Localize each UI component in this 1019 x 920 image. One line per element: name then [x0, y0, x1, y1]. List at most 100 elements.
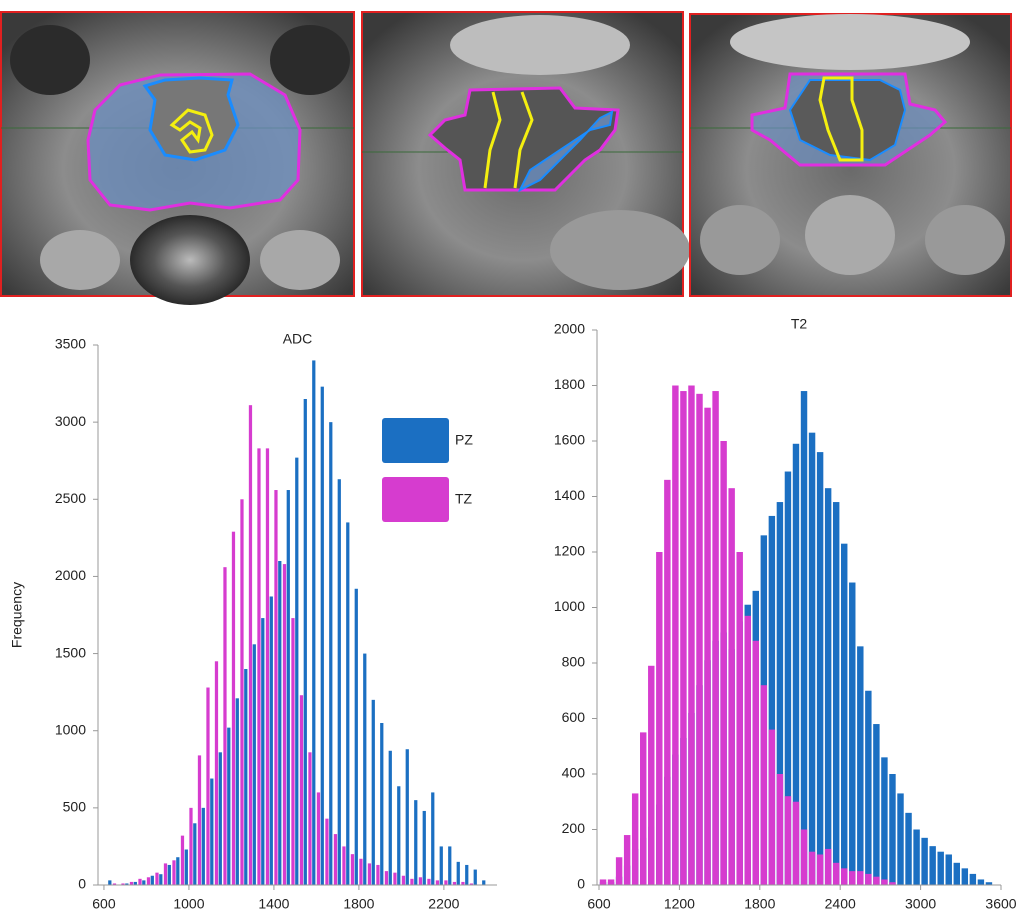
- bar: [728, 488, 734, 885]
- y-tick-label: 1000: [554, 598, 585, 614]
- bar: [769, 730, 775, 885]
- bar: [921, 838, 927, 885]
- mri-sagittal: [362, 12, 690, 296]
- y-tick-label: 400: [562, 765, 586, 781]
- legend-swatch: [382, 477, 449, 522]
- y-tick-label: 600: [562, 709, 586, 725]
- bar: [147, 877, 150, 885]
- bar: [825, 849, 831, 885]
- bar: [300, 695, 303, 885]
- bar: [189, 808, 192, 885]
- bar: [482, 880, 485, 885]
- x-tick-label: 600: [92, 896, 116, 912]
- bar: [889, 774, 895, 885]
- x-tick-label: 1200: [664, 896, 695, 912]
- bar: [380, 723, 383, 885]
- y-tick-label: 2000: [55, 567, 86, 583]
- bar: [249, 405, 252, 885]
- y-tick-label: 1400: [554, 487, 585, 503]
- bar: [359, 859, 362, 885]
- x-tick-label: 3000: [905, 896, 936, 912]
- bar: [334, 834, 337, 885]
- bar: [720, 441, 726, 885]
- bar: [151, 876, 154, 885]
- bar: [419, 877, 422, 885]
- bar: [817, 452, 823, 885]
- bar: [809, 433, 815, 885]
- chart-title: ADC: [283, 331, 313, 347]
- bar: [385, 871, 388, 885]
- bar: [777, 774, 783, 885]
- bar: [745, 616, 751, 885]
- bar: [206, 688, 209, 885]
- bar: [704, 408, 710, 885]
- bar: [253, 644, 256, 885]
- bar: [448, 846, 451, 885]
- bar: [656, 552, 662, 885]
- bar: [283, 564, 286, 885]
- bar: [397, 786, 400, 885]
- bar: [761, 685, 767, 885]
- bar: [954, 863, 960, 885]
- bar: [389, 751, 392, 885]
- bar: [329, 422, 332, 885]
- y-tick-label: 500: [63, 799, 87, 815]
- bar: [937, 852, 943, 885]
- bar: [825, 488, 831, 885]
- y-tick-label: 2000: [554, 321, 585, 337]
- chart: T202004006008001000120014001600180020006…: [554, 316, 1017, 912]
- bar: [608, 879, 614, 885]
- y-tick-label: 1500: [55, 644, 86, 660]
- bar: [817, 854, 823, 885]
- y-tick-label: 0: [78, 876, 86, 892]
- bar: [809, 852, 815, 885]
- bar: [841, 868, 847, 885]
- legend-label: PZ: [455, 432, 473, 448]
- bar: [423, 811, 426, 885]
- bar: [946, 854, 952, 885]
- bar: [857, 646, 863, 885]
- x-tick-label: 1000: [173, 896, 204, 912]
- bar: [753, 641, 759, 885]
- bar: [368, 863, 371, 885]
- bar: [393, 873, 396, 885]
- bar: [648, 666, 654, 885]
- bar: [155, 873, 158, 885]
- bar: [193, 823, 196, 885]
- bar: [978, 879, 984, 885]
- bar: [970, 874, 976, 885]
- bar: [261, 618, 264, 885]
- bar: [236, 698, 239, 885]
- bar: [295, 458, 298, 885]
- bar: [444, 880, 447, 885]
- bar: [632, 793, 638, 885]
- bar: [304, 399, 307, 885]
- x-tick-label: 2200: [428, 896, 459, 912]
- bar: [793, 802, 799, 885]
- bar: [431, 792, 434, 885]
- bar: [913, 830, 919, 886]
- bar: [317, 792, 320, 885]
- bar: [801, 391, 807, 885]
- bar: [873, 724, 879, 885]
- chart: ADCFrequency0500100015002000250030003500…: [9, 331, 497, 912]
- mri-axial: [1, 12, 354, 305]
- bar: [223, 567, 226, 885]
- y-tick-label: 3500: [55, 336, 86, 352]
- bar: [640, 732, 646, 885]
- bar: [176, 857, 179, 885]
- bar: [929, 846, 935, 885]
- bar: [474, 870, 477, 885]
- bar: [833, 502, 839, 885]
- mri-coronal: [690, 14, 1011, 296]
- bar: [406, 749, 409, 885]
- legend-swatch: [382, 418, 449, 463]
- bar: [881, 879, 887, 885]
- y-tick-label: 2500: [55, 490, 86, 506]
- bar: [440, 846, 443, 885]
- bar: [308, 752, 311, 885]
- bar: [321, 387, 324, 885]
- bar: [465, 865, 468, 885]
- bar: [325, 819, 328, 885]
- bar: [712, 391, 718, 885]
